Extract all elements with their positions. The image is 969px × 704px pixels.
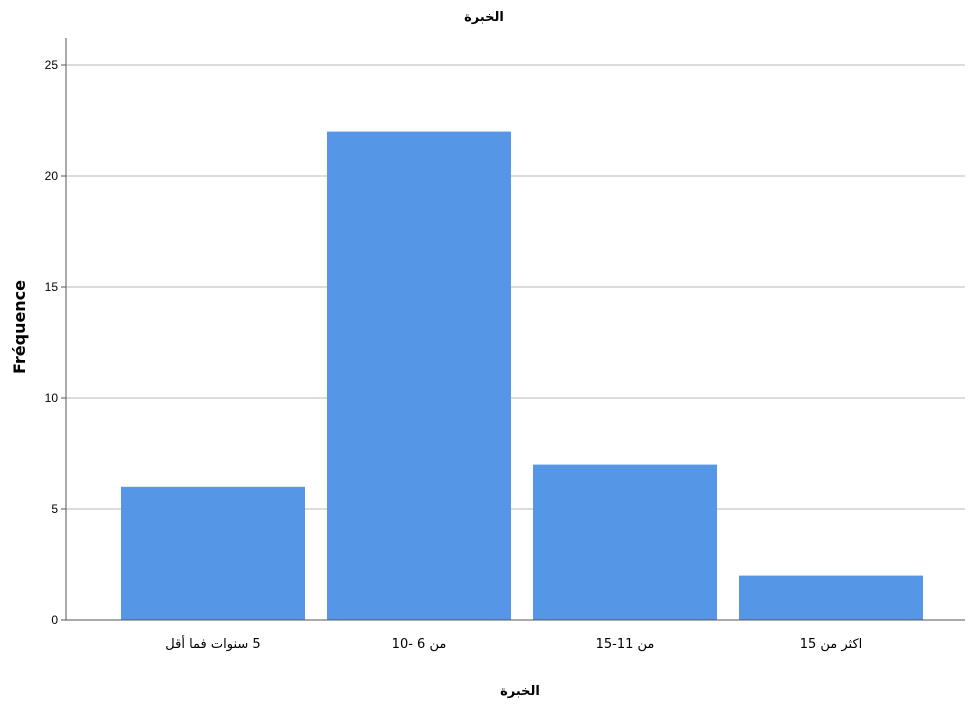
bar — [739, 575, 923, 620]
axes — [61, 38, 965, 621]
y-tick-labels: 0 5 10 15 20 25 — [45, 58, 59, 627]
bars — [121, 131, 923, 620]
x-tick-label: من 11-15 — [596, 637, 655, 652]
gridlines — [66, 64, 965, 510]
x-tick-labels: 5 سنوات فما أقل من 6 -10 من 11-15 اكثر من 1… — [165, 635, 862, 652]
y-tick-label: 15 — [45, 280, 59, 294]
y-tick-label: 25 — [45, 58, 59, 72]
y-tick-label: 10 — [45, 391, 59, 405]
x-tick-label: اكثر من 15 — [800, 637, 863, 652]
y-tick-label: 5 — [51, 502, 58, 516]
x-tick-label: من 6 -10 — [392, 637, 447, 652]
y-tick-label: 0 — [51, 613, 58, 627]
y-tick-label: 20 — [45, 169, 59, 183]
bar — [327, 131, 511, 620]
bar — [533, 464, 717, 620]
x-axis-label: الخبرة — [500, 684, 540, 699]
y-axis-label: Fréquence — [10, 280, 29, 374]
x-tick-label: 5 سنوات فما أقل — [165, 635, 260, 652]
chart-title: الخبرة — [464, 10, 504, 25]
bar — [121, 486, 305, 620]
